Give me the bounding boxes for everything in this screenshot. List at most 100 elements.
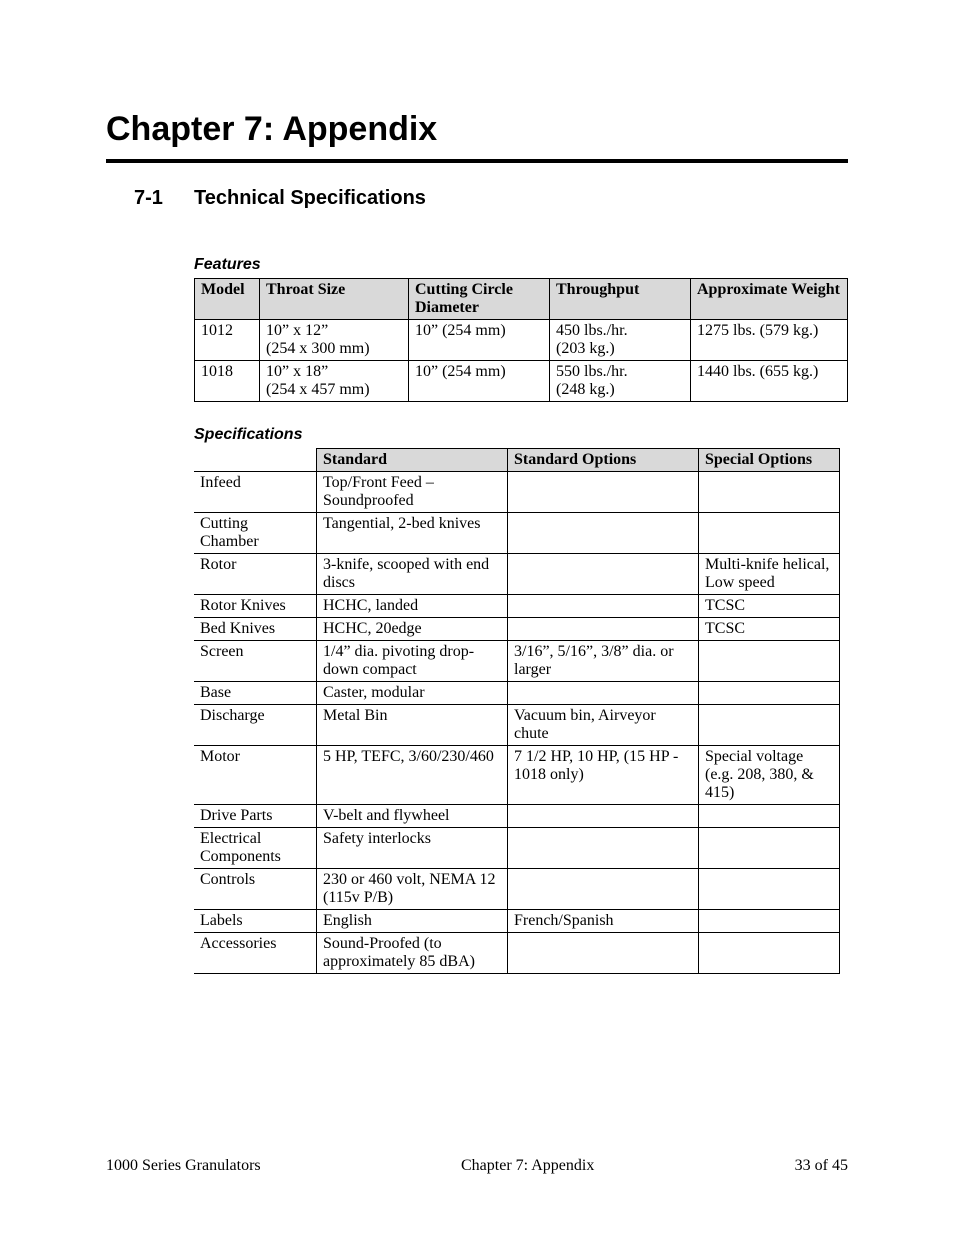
cell: Multi-knife helical, Low speed <box>699 554 840 595</box>
row-label: Screen <box>194 641 317 682</box>
page: Chapter 7: Appendix 7-1 Technical Specif… <box>0 0 954 1235</box>
table-row: 1018 10” x 18”(254 x 457 mm) 10” (254 mm… <box>195 361 848 402</box>
cell <box>699 828 840 869</box>
col-diameter: Cutting Circle Diameter <box>409 279 550 320</box>
cell: 1440 lbs. (655 kg.) <box>691 361 848 402</box>
cell <box>699 869 840 910</box>
row-label: Rotor Knives <box>194 595 317 618</box>
footer-right: 33 of 45 <box>795 1157 848 1175</box>
section-title: Technical Specifications <box>194 187 426 210</box>
cell: 5 HP, TEFC, 3/60/230/460 <box>317 746 508 805</box>
col-special-options: Special Options <box>699 449 840 472</box>
cell: 10” (254 mm) <box>409 361 550 402</box>
cell <box>508 554 699 595</box>
spacer <box>106 402 848 426</box>
cell <box>508 472 699 513</box>
cell: 10” (254 mm) <box>409 320 550 361</box>
table-row: LabelsEnglishFrench/Spanish <box>194 910 840 933</box>
cell: French/Spanish <box>508 910 699 933</box>
page-footer: 1000 Series Granulators Chapter 7: Appen… <box>106 1157 848 1175</box>
row-label: Electrical Components <box>194 828 317 869</box>
cell: Metal Bin <box>317 705 508 746</box>
cell: Caster, modular <box>317 682 508 705</box>
cell: TCSC <box>699 595 840 618</box>
section-number: 7-1 <box>134 187 194 210</box>
table-row: AccessoriesSound-Proofed (to approximate… <box>194 933 840 974</box>
cell: Special voltage (e.g. 208, 380, & 415) <box>699 746 840 805</box>
table-row: Motor5 HP, TEFC, 3/60/230/4607 1/2 HP, 1… <box>194 746 840 805</box>
cell: 3/16”, 5/16”, 3/8” dia. or larger <box>508 641 699 682</box>
table-row: BaseCaster, modular <box>194 682 840 705</box>
table-row: Cutting ChamberTangential, 2-bed knives <box>194 513 840 554</box>
specs-table: Standard Standard Options Special Option… <box>194 448 840 974</box>
empty-corner <box>194 449 317 472</box>
cell: 10” x 18”(254 x 457 mm) <box>260 361 409 402</box>
cell: Sound-Proofed (to approximately 85 dBA) <box>317 933 508 974</box>
cell <box>699 910 840 933</box>
row-label: Base <box>194 682 317 705</box>
cell: Vacuum bin, Airveyor chute <box>508 705 699 746</box>
cell <box>699 472 840 513</box>
row-label: Motor <box>194 746 317 805</box>
row-label: Rotor <box>194 554 317 595</box>
cell <box>699 641 840 682</box>
footer-left: 1000 Series Granulators <box>106 1157 261 1175</box>
table-row: Rotor KnivesHCHC, landed TCSC <box>194 595 840 618</box>
col-std-options: Standard Options <box>508 449 699 472</box>
cell <box>508 618 699 641</box>
row-label: Accessories <box>194 933 317 974</box>
cell: 3-knife, scooped with end discs <box>317 554 508 595</box>
cell <box>508 869 699 910</box>
col-standard: Standard <box>317 449 508 472</box>
title-rule <box>106 159 848 163</box>
col-model: Model <box>195 279 260 320</box>
cell <box>699 513 840 554</box>
table-header-row: Model Throat Size Cutting Circle Diamete… <box>195 279 848 320</box>
cell <box>699 805 840 828</box>
row-label: Drive Parts <box>194 805 317 828</box>
cell: 1/4” dia. pivoting drop-down compact <box>317 641 508 682</box>
cell: 1275 lbs. (579 kg.) <box>691 320 848 361</box>
cell: 550 lbs./hr.(248 kg.) <box>550 361 691 402</box>
table-row: DischargeMetal BinVacuum bin, Airveyor c… <box>194 705 840 746</box>
cell <box>508 595 699 618</box>
footer-center: Chapter 7: Appendix <box>461 1157 594 1175</box>
cell <box>508 805 699 828</box>
row-label: Discharge <box>194 705 317 746</box>
specs-heading: Specifications <box>194 426 848 444</box>
table-row: Bed KnivesHCHC, 20edge TCSC <box>194 618 840 641</box>
cell: 450 lbs./hr.(203 kg.) <box>550 320 691 361</box>
cell <box>508 513 699 554</box>
cell: HCHC, landed <box>317 595 508 618</box>
table-row: Screen1/4” dia. pivoting drop-down compa… <box>194 641 840 682</box>
row-label: Controls <box>194 869 317 910</box>
cell: 1018 <box>195 361 260 402</box>
cell: 7 1/2 HP, 10 HP, (15 HP - 1018 only) <box>508 746 699 805</box>
cell <box>508 933 699 974</box>
cell <box>508 682 699 705</box>
cell <box>699 933 840 974</box>
cell <box>508 828 699 869</box>
cell: 230 or 460 volt, NEMA 12 (115v P/B) <box>317 869 508 910</box>
features-heading: Features <box>194 256 848 274</box>
cell: V-belt and flywheel <box>317 805 508 828</box>
chapter-title: Chapter 7: Appendix <box>106 110 848 149</box>
table-row: Electrical ComponentsSafety interlocks <box>194 828 840 869</box>
row-label: Infeed <box>194 472 317 513</box>
cell <box>699 682 840 705</box>
row-label: Bed Knives <box>194 618 317 641</box>
table-row: InfeedTop/Front Feed – Soundproofed <box>194 472 840 513</box>
table-row: Drive PartsV-belt and flywheel <box>194 805 840 828</box>
row-label: Cutting Chamber <box>194 513 317 554</box>
cell <box>699 705 840 746</box>
col-throat: Throat Size <box>260 279 409 320</box>
row-label: Labels <box>194 910 317 933</box>
features-table: Model Throat Size Cutting Circle Diamete… <box>194 278 848 402</box>
cell: Tangential, 2-bed knives <box>317 513 508 554</box>
col-weight: Approximate Weight <box>691 279 848 320</box>
section-heading: 7-1 Technical Specifications <box>134 187 848 210</box>
cell: Safety interlocks <box>317 828 508 869</box>
table-row: 1012 10” x 12”(254 x 300 mm) 10” (254 mm… <box>195 320 848 361</box>
cell: TCSC <box>699 618 840 641</box>
cell: HCHC, 20edge <box>317 618 508 641</box>
